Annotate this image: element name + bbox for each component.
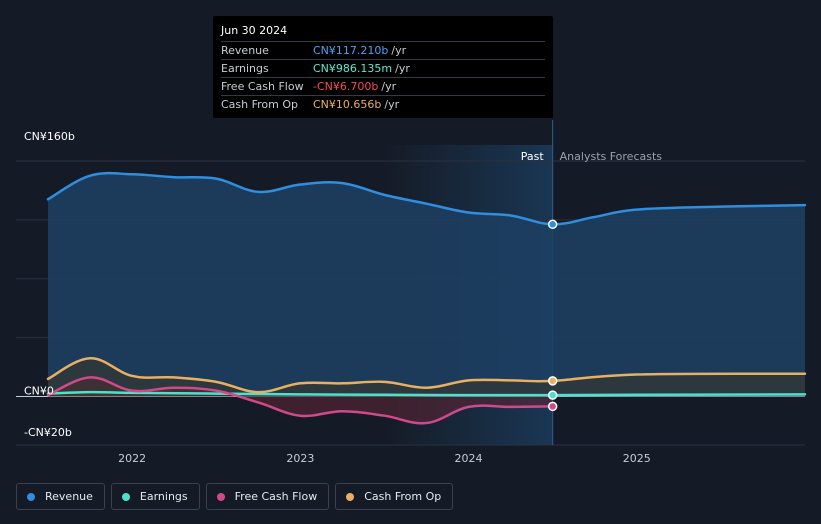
legend-label: Free Cash Flow (234, 490, 318, 503)
x-tick-label: 2025 (623, 452, 651, 465)
legend-label: Earnings (139, 490, 188, 503)
free-cash-flow-line (46, 376, 554, 425)
tooltip-unit: /yr (381, 80, 397, 93)
tooltip-unit: /yr (395, 62, 410, 75)
legend-item-cash-from-op[interactable]: Cash From Op (335, 483, 454, 510)
tooltip-row-earnings: Earnings CN¥986.135m /yr (221, 59, 545, 77)
tooltip-row-cash-from-op: Cash From Op CN¥10.656b /yr (221, 95, 545, 113)
y-axis-label: CN¥160b (24, 130, 75, 143)
x-tick-label: 2023 (286, 452, 314, 465)
free-cash-flow-marker (547, 401, 558, 412)
legend-item-earnings[interactable]: Earnings (110, 483, 200, 510)
earnings-marker (547, 390, 558, 400)
revenue-marker (547, 219, 558, 230)
y-axis-label: -CN¥20b (24, 426, 72, 439)
tooltip-value: -CN¥6.700b (313, 80, 379, 93)
hover-tooltip: Jun 30 2024 Revenue CN¥117.210b /yr Earn… (213, 16, 553, 118)
legend-label: Revenue (45, 490, 93, 503)
forecast-label: Analysts Forecasts (560, 150, 663, 163)
tooltip-value: CN¥986.135m (313, 62, 393, 75)
tooltip-unit: /yr (384, 98, 400, 111)
tooltip-value: CN¥10.656b (313, 98, 382, 111)
tooltip-row-free-cash-flow: Free Cash Flow -CN¥6.700b /yr (221, 77, 545, 95)
revenue-area (48, 173, 805, 397)
past-label: Past (521, 150, 545, 163)
tooltip-label: Free Cash Flow (221, 80, 304, 93)
y-axis-label: CN¥0 (24, 385, 54, 398)
chart-legend: Revenue Earnings Free Cash Flow Cash Fro… (16, 483, 454, 510)
legend-item-free-cash-flow[interactable]: Free Cash Flow (205, 483, 330, 510)
revenue-line (46, 171, 807, 226)
tooltip-row-revenue: Revenue CN¥117.210b /yr (221, 41, 545, 59)
tooltip-label: Earnings (221, 62, 269, 75)
cash-from-op-line (46, 357, 807, 394)
tooltip-label: Cash From Op (221, 98, 299, 111)
tooltip-label: Revenue (221, 44, 269, 57)
legend-item-revenue[interactable]: Revenue (16, 483, 105, 510)
cash-from-op-marker (547, 376, 558, 386)
tooltip-unit: /yr (391, 44, 407, 57)
x-tick-label: 2022 (118, 452, 146, 465)
x-tick-label: 2024 (455, 452, 483, 465)
legend-dot-icon (216, 492, 225, 501)
legend-dot-icon (27, 492, 35, 501)
tooltip-value: CN¥117.210b (313, 44, 389, 57)
legend-label: Cash From Op (364, 490, 442, 503)
tooltip-date: Jun 30 2024 (221, 24, 288, 37)
legend-dot-icon (121, 492, 130, 501)
cash-from-op-area (48, 358, 805, 397)
earnings-line (46, 390, 807, 397)
legend-dot-icon (346, 492, 355, 501)
